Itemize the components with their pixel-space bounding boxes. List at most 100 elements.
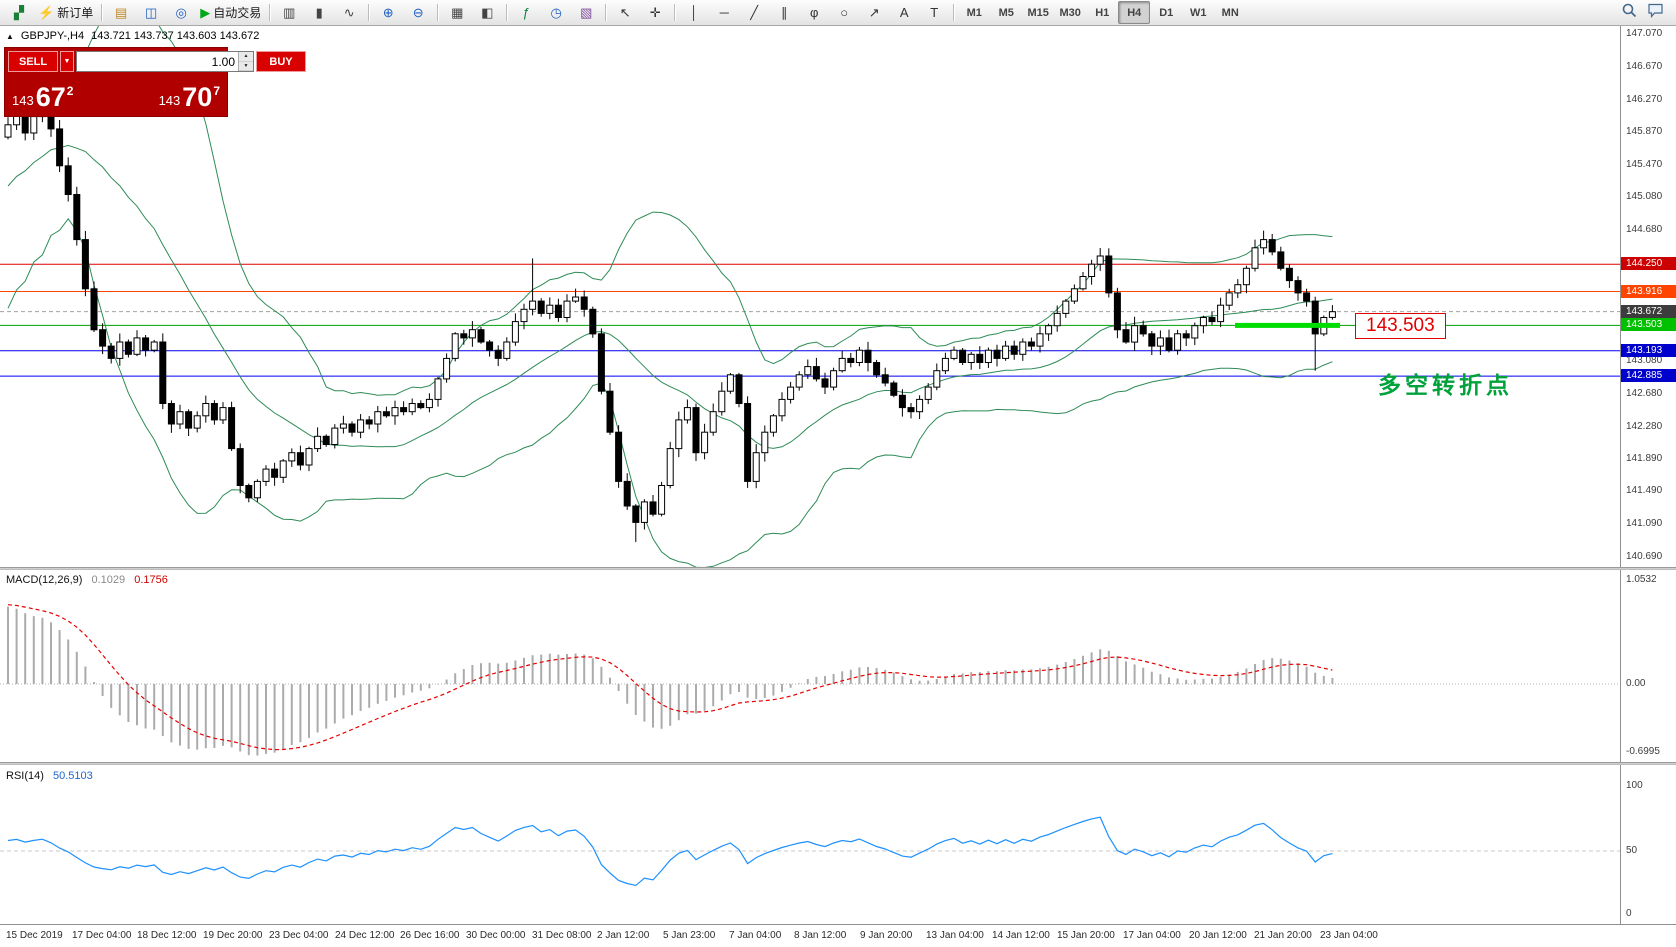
candlestick-chart-button[interactable]: ▮ (304, 1, 334, 24)
text-label-icon: T (930, 5, 939, 20)
macd-canvas[interactable] (0, 570, 1620, 762)
sell-button[interactable]: SELL (8, 51, 58, 72)
price-tick: 146.270 (1626, 94, 1663, 105)
indicators-button[interactable]: ƒ (511, 1, 541, 24)
auto-trading-button-label: 自动交易 (213, 6, 262, 20)
chat-icon[interactable] (1647, 2, 1664, 23)
line-chart-button[interactable]: ∿ (334, 1, 364, 24)
buy-price-display[interactable]: 143 70 7 (116, 75, 224, 113)
search-icon[interactable] (1621, 2, 1637, 23)
macd-value-main: 0.1029 (91, 574, 126, 586)
trendline-button[interactable]: ╱ (739, 1, 769, 24)
shapes-icon: ○ (840, 5, 849, 20)
time-label: 17 Jan 04:00 (1123, 930, 1181, 941)
fibonacci-button[interactable]: φ (799, 1, 829, 24)
order-type-dropdown[interactable]: ▼ (60, 51, 74, 72)
price-tick: 142.280 (1626, 421, 1663, 432)
macd-scale-label: 0.00 (1626, 678, 1646, 689)
rsi-canvas[interactable] (0, 766, 1620, 924)
price-tick: 145.080 (1626, 191, 1663, 202)
bar-chart-button[interactable]: ▥ (274, 1, 304, 24)
buy-price-prefix: 143 (158, 93, 181, 108)
time-label: 30 Dec 00:00 (466, 930, 526, 941)
text-button[interactable]: A (889, 1, 919, 24)
zoom-out-button[interactable]: ⊖ (403, 1, 433, 24)
price-tick: 141.890 (1626, 453, 1663, 464)
new-chart-icon: ▞ (14, 5, 24, 20)
panel-splitter[interactable] (0, 762, 1676, 765)
new-order-button[interactable]: ⚡ 新订单 (34, 1, 97, 24)
shapes-button[interactable]: ○ (829, 1, 859, 24)
navigator-button[interactable]: ◎ (166, 1, 196, 24)
price-tick: 141.490 (1626, 485, 1663, 496)
turning-point-annotation[interactable]: 多空转折点 (1378, 372, 1513, 398)
zoom-in-button[interactable]: ⊕ (373, 1, 403, 24)
trade-panel-controls: SELL ▼ ▲ ▼ BUY (8, 51, 306, 72)
sell-price-display[interactable]: 143 67 2 (8, 75, 116, 113)
buy-price-pips: 70 (182, 82, 213, 112)
volume-input[interactable] (77, 52, 238, 71)
arrange-windows-button[interactable]: ◧ (472, 1, 502, 24)
timeframe-mn-button[interactable]: MN (1221, 6, 1239, 19)
crosshair-icon: ✛ (649, 5, 661, 20)
vertical-line-button[interactable]: │ (679, 1, 709, 24)
price-axis[interactable]: 147.070 146.670 146.270 145.870 145.470 145.0… (1620, 26, 1676, 924)
buy-price-sup: 7 (213, 84, 220, 98)
timeframe-m5-button[interactable]: M5 (998, 6, 1014, 19)
price-line-badge: 143.916 (1621, 285, 1676, 298)
zoom-in-icon: ⊕ (382, 5, 394, 20)
timeframe-d1-button[interactable]: D1 (1159, 6, 1174, 19)
price-level-label[interactable]: 143.503 (1355, 313, 1446, 339)
price-line-badge: 144.250 (1621, 257, 1676, 270)
arrows-button[interactable]: ↗ (859, 1, 889, 24)
bar-chart-icon: ▥ (283, 5, 296, 20)
timeframe-h4-button[interactable]: H4 (1118, 1, 1151, 24)
volume-down-button[interactable]: ▼ (239, 61, 253, 71)
time-label: 31 Dec 08:00 (532, 930, 592, 941)
profiles-button[interactable]: ▤ (106, 1, 136, 24)
timeframe-w1-button[interactable]: W1 (1189, 6, 1207, 19)
macd-label: MACD(12,26,9) 0.1029 0.1756 (6, 574, 168, 586)
channel-button[interactable]: ∥ (769, 1, 799, 24)
timeframe-m15-button[interactable]: M15 (1027, 6, 1049, 19)
templates-button[interactable]: ▧ (571, 1, 601, 24)
time-axis[interactable]: 15 Dec 2019 17 Dec 04:00 18 Dec 12:00 19 De… (0, 924, 1676, 947)
panel-splitter[interactable] (0, 567, 1676, 570)
price-line-badge: 143.672 (1621, 305, 1676, 318)
timeframe-m1-button[interactable]: M1 (966, 6, 982, 19)
periods-button[interactable]: ◷ (541, 1, 571, 24)
timeframe-m30-button[interactable]: M30 (1059, 6, 1081, 19)
auto-trading-icon: ▶ (200, 5, 211, 20)
symbol-title: GBPJPY-,H4 (20, 30, 85, 42)
one-click-collapse-button[interactable]: ▲ (6, 31, 14, 41)
tile-windows-button[interactable]: ▦ (442, 1, 472, 24)
price-tick: 142.680 (1626, 388, 1663, 399)
buy-button[interactable]: BUY (256, 51, 306, 72)
market-watch-button[interactable]: ◫ (136, 1, 166, 24)
time-label: 8 Jan 12:00 (794, 930, 847, 941)
toolbar-separator (269, 4, 271, 21)
arrows-icon: ↗ (868, 5, 880, 20)
time-label: 20 Jan 12:00 (1189, 930, 1247, 941)
price-tick: 145.470 (1626, 159, 1663, 170)
vertical-line-icon: │ (690, 5, 699, 20)
tile-windows-icon: ▦ (451, 5, 464, 20)
new-chart-button[interactable]: ▞ (4, 1, 34, 24)
chevron-down-icon: ▼ (63, 58, 71, 65)
crosshair-button[interactable]: ✛ (640, 1, 670, 24)
time-label: 18 Dec 12:00 (137, 930, 197, 941)
trade-panel-prices: 143 67 2 143 70 7 (8, 75, 224, 113)
time-label: 15 Dec 2019 (6, 930, 63, 941)
timeframe-h1-button[interactable]: H1 (1095, 6, 1110, 19)
volume-up-button[interactable]: ▲ (239, 52, 253, 62)
horizontal-line-button[interactable]: ─ (709, 1, 739, 24)
time-label: 21 Jan 20:00 (1254, 930, 1312, 941)
text-label-button[interactable]: T (919, 1, 949, 24)
price-chart-canvas[interactable] (0, 26, 1620, 568)
price-line-badge: 143.193 (1621, 344, 1676, 357)
auto-trading-button[interactable]: ▶ 自动交易 (196, 1, 265, 24)
fibonacci-icon: φ (810, 5, 819, 20)
macd-scale-label: -0.6995 (1626, 746, 1660, 757)
macd-value-signal: 0.1756 (134, 574, 168, 586)
cursor-button[interactable]: ↖ (610, 1, 640, 24)
